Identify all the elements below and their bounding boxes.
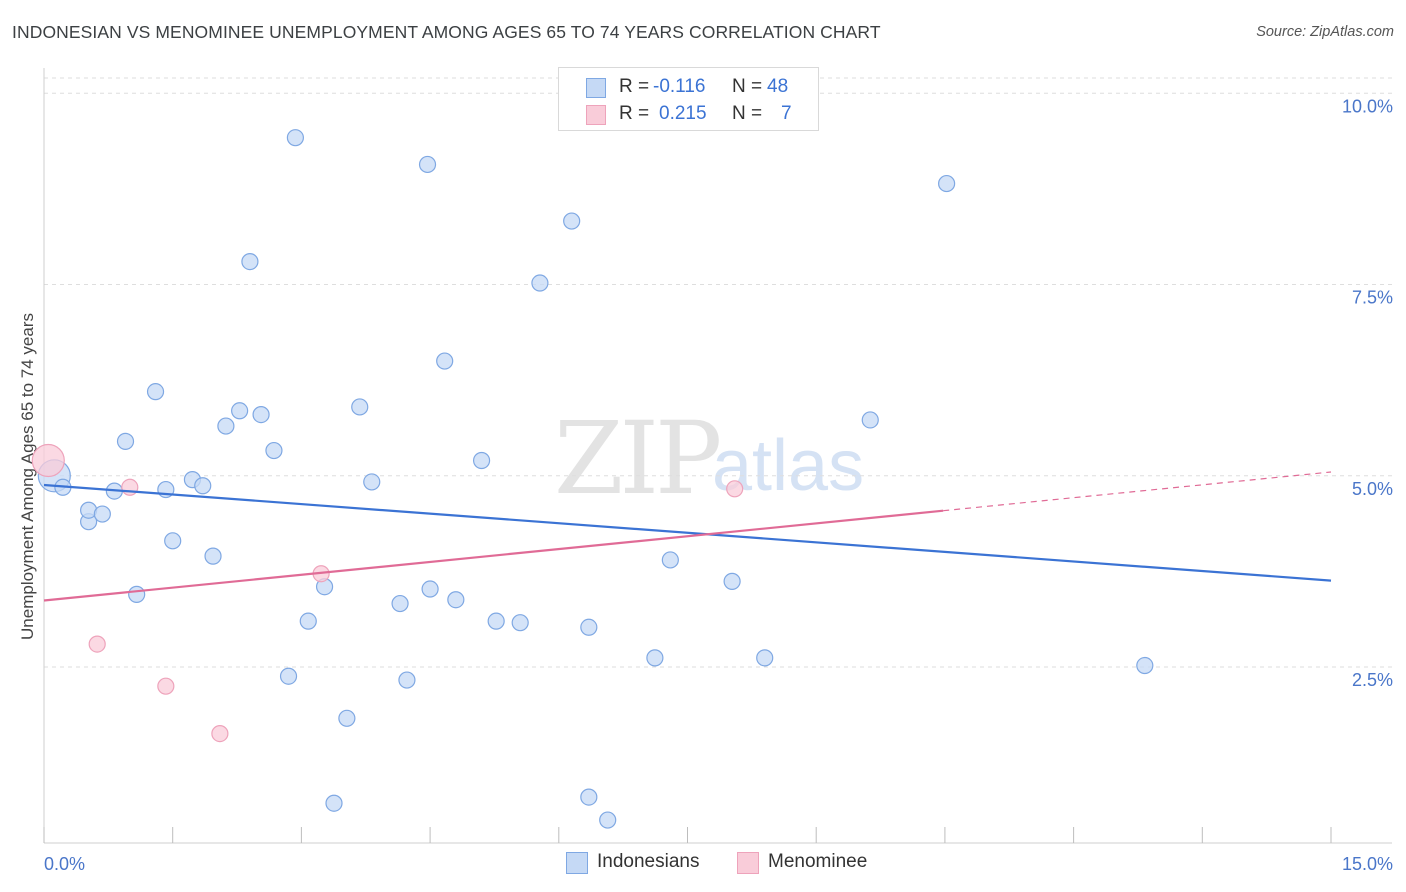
indonesians-point <box>299 612 317 630</box>
indonesians-point <box>338 709 356 727</box>
indonesians-trend-line <box>43 483 1332 582</box>
indonesians-point <box>265 441 283 460</box>
indonesians-point <box>756 649 774 667</box>
indonesians-point <box>436 352 454 370</box>
legend-r-value: 0.215 <box>659 103 707 124</box>
legend-n-label: N = <box>732 76 763 97</box>
menominee-trend-line <box>43 509 944 602</box>
y-tick-label: 5.0% <box>1352 479 1393 499</box>
menominee-point <box>88 635 106 653</box>
indonesians-point <box>723 572 741 590</box>
legend-box: R = -0.116 N = 48 R = 0.215 N = 7 <box>558 67 819 131</box>
indonesians-point <box>447 591 465 609</box>
menominee-point <box>211 725 229 743</box>
indonesians-point <box>511 614 529 632</box>
chart-title: INDONESIAN VS MENOMINEE UNEMPLOYMENT AMO… <box>12 22 881 42</box>
indonesians-point <box>325 794 343 812</box>
indonesians-point <box>164 532 182 550</box>
indonesians-point <box>398 671 416 689</box>
indonesians-point <box>279 667 298 685</box>
indonesians-point <box>487 612 505 630</box>
indonesians-point <box>580 618 598 636</box>
menominee-point <box>157 677 175 695</box>
watermark-zip: ZIP <box>554 400 722 517</box>
bottom-legend-swatch-menominee <box>737 852 759 874</box>
indonesians-point <box>116 432 135 450</box>
legend-swatch-blue <box>586 78 606 98</box>
indonesians-point <box>204 547 222 565</box>
indonesians-point <box>128 585 146 603</box>
indonesians-point <box>580 788 598 806</box>
y-tick-label: 10.0% <box>1342 96 1393 116</box>
indonesians-point <box>938 174 956 193</box>
indonesians-point <box>563 212 581 230</box>
y-tick-label: 2.5% <box>1352 670 1393 690</box>
indonesians-point <box>661 551 679 569</box>
legend-n-value: 7 <box>781 103 792 124</box>
indonesians-point <box>472 451 491 470</box>
indonesians-point <box>861 411 879 429</box>
legend-r-label: R = <box>619 103 650 124</box>
indonesians-point <box>194 477 212 495</box>
indonesians-point <box>146 383 165 401</box>
legend-r-value: -0.116 <box>653 76 706 97</box>
indonesians-point <box>418 155 437 174</box>
indonesians-point <box>286 129 304 147</box>
indonesians-point <box>217 417 235 435</box>
indonesians-point <box>252 406 270 424</box>
legend-r-label: R = <box>619 76 650 97</box>
indonesians-point <box>363 473 381 491</box>
indonesians-point <box>391 594 409 613</box>
legend-n-label: N = <box>732 103 763 124</box>
indonesians-point <box>599 811 617 829</box>
menominee-point <box>726 480 744 498</box>
indonesians-point <box>1136 656 1154 675</box>
x-tick-label-start: 0.0% <box>44 854 85 874</box>
chart-source: Source: ZipAtlas.com <box>1256 24 1394 40</box>
indonesians-point <box>231 402 249 420</box>
indonesians-point <box>646 649 664 667</box>
indonesians-point <box>351 398 369 416</box>
indonesians-point <box>421 580 439 598</box>
legend-n-value: 48 <box>767 76 789 97</box>
indonesians-point <box>531 274 549 292</box>
menominee-point <box>31 443 65 478</box>
bottom-legend-swatch-indonesians <box>566 852 588 874</box>
y-axis-title: Unemployment Among Ages 65 to 74 years <box>18 313 37 640</box>
legend-swatch-pink <box>586 105 606 125</box>
indonesians-point <box>241 253 259 271</box>
y-tick-label: 7.5% <box>1352 288 1393 308</box>
menominee-trend-line-dashed <box>943 471 1332 512</box>
x-tick-label-end: 15.0% <box>1342 854 1393 874</box>
indonesians-point <box>93 505 111 523</box>
bottom-legend-indonesians: Indonesians <box>597 851 700 872</box>
bottom-legend-menominee: Menominee <box>768 851 868 872</box>
menominee-point <box>121 478 139 496</box>
